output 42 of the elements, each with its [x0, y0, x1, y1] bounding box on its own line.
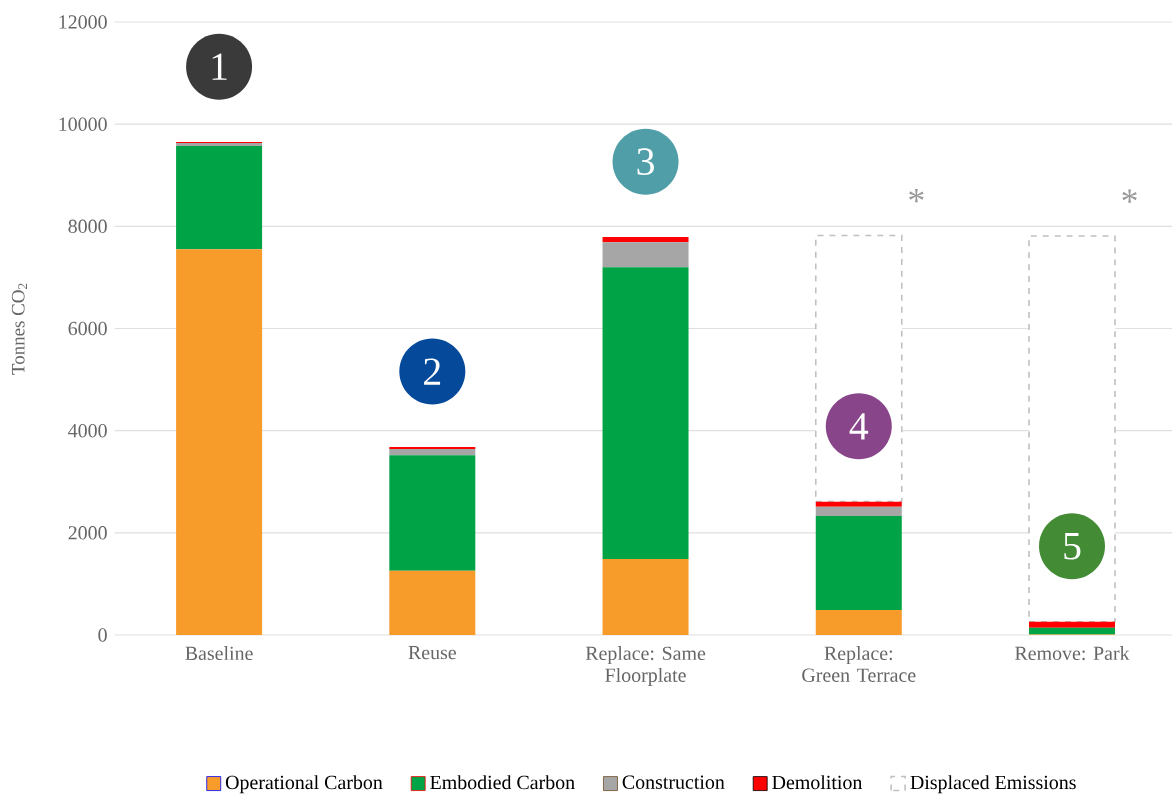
legend-label: Operational Carbon [225, 775, 383, 794]
bar [1029, 627, 1115, 635]
bar [176, 146, 263, 250]
legend-label: Displaced Emissions [910, 775, 1076, 794]
y-tick-label: 10000 [59, 117, 107, 131]
y-tick-label: 0 [98, 628, 107, 642]
x-tick-label: Baseline [185, 646, 253, 661]
bar [602, 242, 689, 268]
y-tick-label: 2000 [68, 526, 107, 540]
bar [389, 455, 476, 571]
bar [602, 558, 689, 636]
annotation: * [909, 189, 924, 203]
bar [815, 516, 902, 610]
bar [815, 501, 902, 507]
annotation: 5 [1064, 533, 1081, 560]
y-tick-label: 6000 [68, 321, 107, 336]
x-tick-label: Reuse [408, 646, 456, 660]
bar [389, 570, 476, 636]
legend-label: Construction [622, 775, 725, 789]
y-tick-label: 12000 [59, 15, 107, 29]
annotation: 1 [212, 53, 227, 80]
x-tick-label: Remove: Park [1015, 646, 1130, 661]
bar [602, 267, 689, 559]
y-tick-label: 8000 [68, 219, 107, 234]
bar [1028, 235, 1116, 623]
bar [815, 610, 902, 636]
bar [815, 506, 902, 517]
legend-label: Embodied Carbon [430, 775, 575, 790]
x-tick-label: Replace: Same Floorplate [585, 646, 706, 687]
annotation: 3 [637, 148, 654, 176]
y-axis-title: Tonnes CO$_{2}$ [11, 283, 27, 375]
bar [389, 447, 476, 450]
legend-label: Demolition [772, 775, 863, 790]
y-tick-label: 4000 [68, 423, 107, 438]
bar [176, 249, 263, 636]
annotation: 2 [424, 358, 441, 385]
x-tick-label: Replace: Green Terrace [802, 646, 916, 682]
bar [602, 237, 689, 243]
annotation: * [1122, 189, 1137, 203]
bar [389, 449, 476, 456]
annotation: 4 [849, 413, 869, 440]
bar [1029, 621, 1115, 628]
